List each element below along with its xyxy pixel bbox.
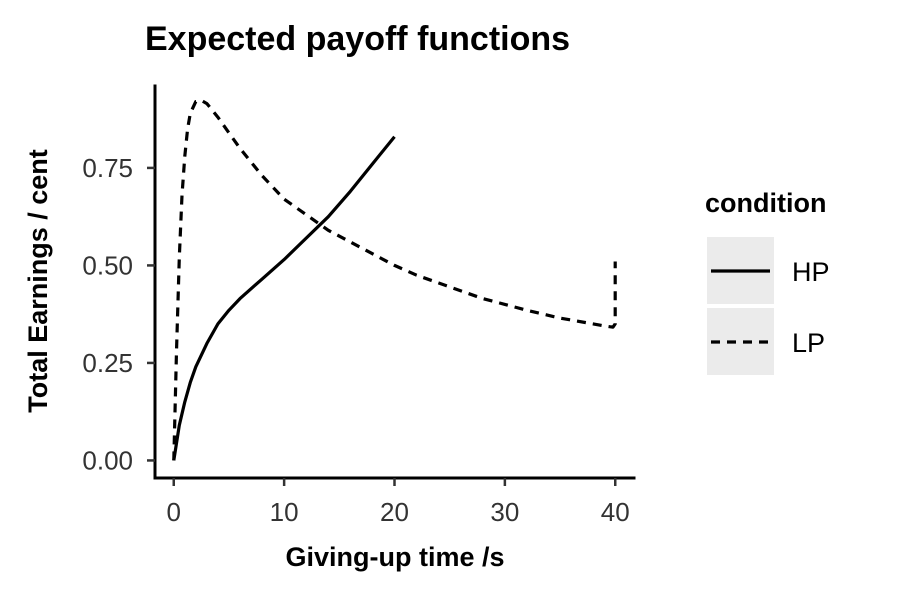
legend-label: LP bbox=[792, 328, 825, 358]
x-tick-label: 40 bbox=[601, 497, 630, 527]
chart-title: Expected payoff functions bbox=[145, 20, 570, 58]
x-tick-label: 20 bbox=[380, 497, 409, 527]
series-line-hp bbox=[172, 135, 396, 461]
x-tick-label: 10 bbox=[270, 497, 299, 527]
y-axis-title: Total Earnings / cent bbox=[23, 149, 53, 413]
legend-item-hp: HP bbox=[707, 237, 830, 304]
series-layer bbox=[172, 98, 617, 461]
x-ticks: 0 10 20 30 40 bbox=[167, 478, 630, 527]
legend: condition HP LP bbox=[705, 188, 830, 375]
y-ticks: 0.00 0.25 0.50 0.75 bbox=[82, 153, 155, 475]
y-tick-label: 0.00 bbox=[82, 445, 133, 475]
legend-title: condition bbox=[705, 188, 826, 218]
legend-item-lp: LP bbox=[707, 308, 825, 375]
y-tick-label: 0.25 bbox=[82, 348, 133, 378]
legend-items: HP LP bbox=[707, 237, 830, 375]
legend-label: HP bbox=[792, 257, 830, 287]
x-tick-label: 30 bbox=[490, 497, 519, 527]
plot-area: 0 10 20 30 40 0.00 0.25 0.50 0.75 bbox=[82, 84, 636, 527]
x-axis-title: Giving-up time /s bbox=[285, 542, 504, 572]
y-tick-label: 0.75 bbox=[82, 153, 133, 183]
y-tick-label: 0.50 bbox=[82, 250, 133, 280]
series-line-lp bbox=[172, 98, 617, 461]
x-tick-label: 0 bbox=[167, 497, 181, 527]
